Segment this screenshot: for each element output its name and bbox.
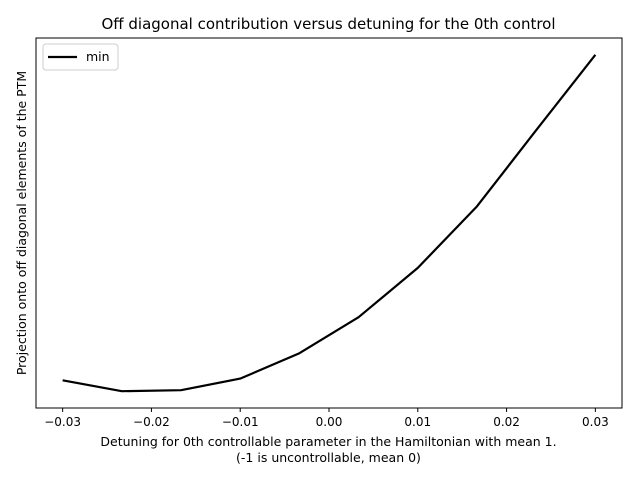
- series-line-min: [62, 54, 597, 393]
- y-axis-label: Projection onto off diagonal elements of…: [14, 71, 29, 375]
- x-tick-label: −0.02: [133, 415, 170, 429]
- x-axis-label: Detuning for 0th controllable parameter …: [100, 434, 556, 449]
- series-layer: [62, 54, 597, 393]
- x-tick-label: 0.02: [493, 415, 520, 429]
- x-axis-ticks: −0.03 −0.02 −0.01 0.00 0.01 0.02 0.03: [44, 408, 609, 429]
- x-tick-label: −0.01: [222, 415, 259, 429]
- legend-label-min: min: [86, 49, 110, 64]
- chart-title: Off diagonal contribution versus detunin…: [101, 15, 555, 33]
- x-tick-label: 0.03: [582, 415, 609, 429]
- legend: min: [42, 43, 119, 71]
- x-tick-label: −0.03: [44, 415, 81, 429]
- x-axis-label-subtitle: (-1 is uncontrollable, mean 0): [236, 450, 421, 465]
- legend-box: [42, 43, 119, 71]
- plot-area-frame: [35, 37, 623, 409]
- x-tick-label: 0.00: [316, 415, 343, 429]
- x-tick-label: 0.01: [404, 415, 431, 429]
